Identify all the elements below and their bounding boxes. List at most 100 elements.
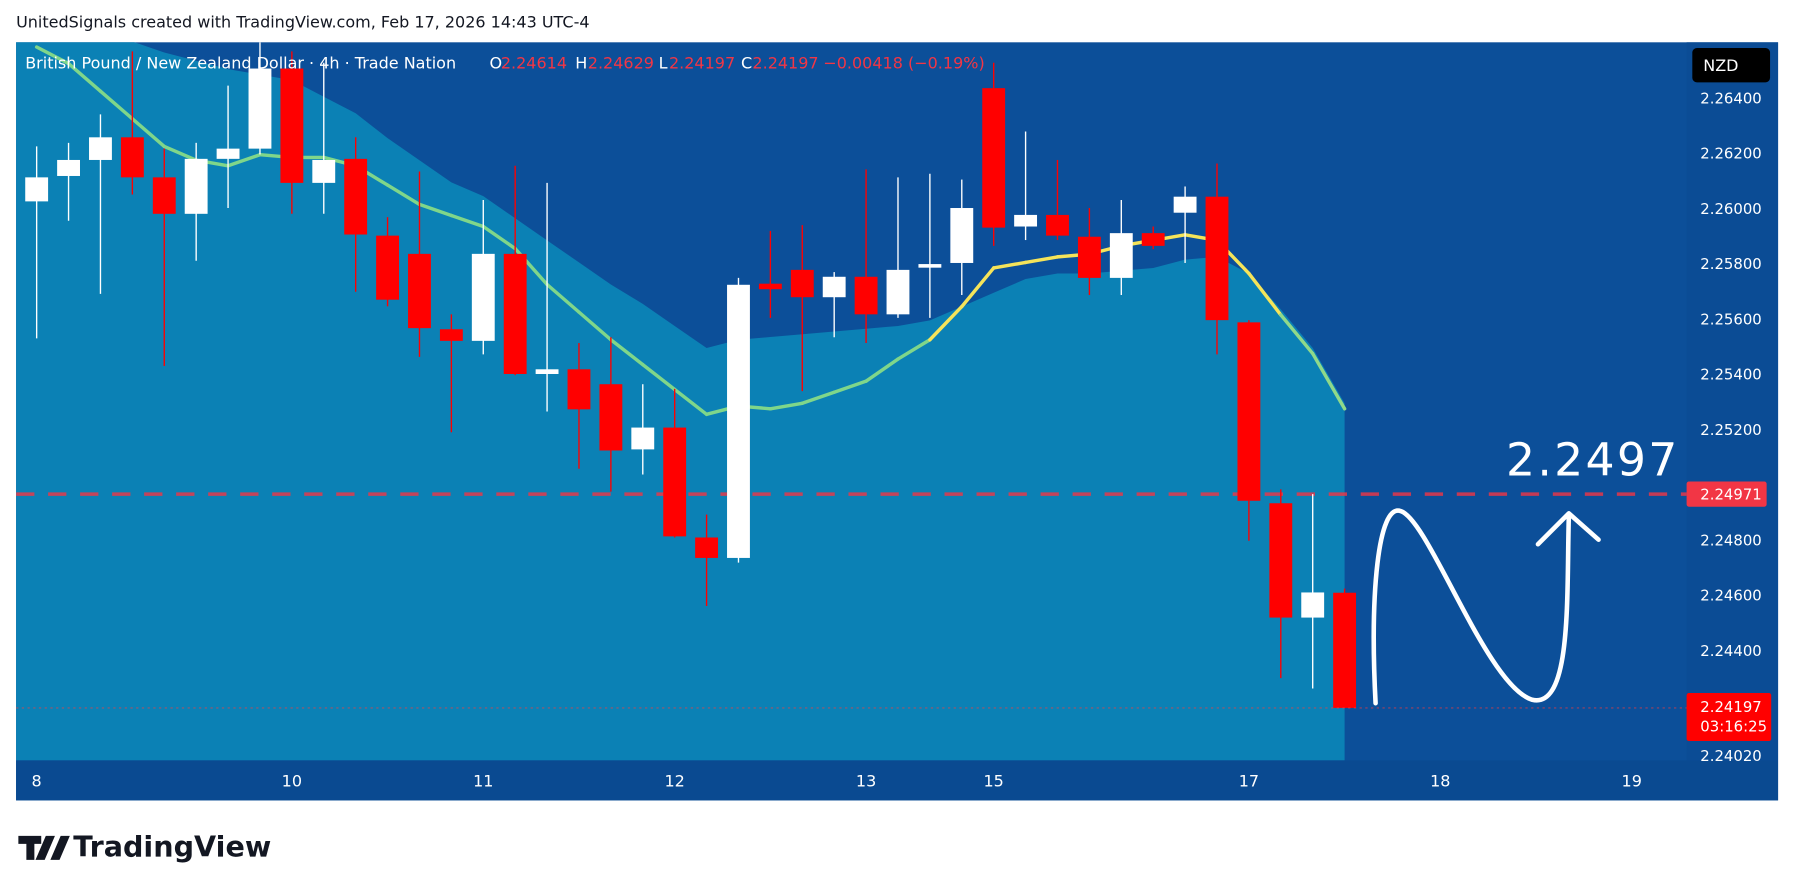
ma-line [545, 282, 581, 314]
price-axis [1686, 42, 1779, 761]
candle-body [631, 427, 655, 450]
currency-box[interactable] [1692, 48, 1771, 83]
candle-body [822, 276, 846, 298]
ma-line [896, 338, 932, 361]
candle-body [886, 269, 910, 315]
price-label: 2.24197 [1700, 698, 1761, 716]
ma-line [641, 362, 677, 392]
candle-body [1173, 196, 1197, 213]
currency[interactable]: NZD [1703, 56, 1738, 75]
ma-line [991, 260, 1028, 270]
ohlc-label: C [741, 54, 752, 73]
candle-body [1301, 592, 1325, 618]
brand-logo [18, 835, 70, 860]
y-tick-label: 2.25200 [1700, 421, 1761, 439]
x-tick-label: 11 [473, 772, 493, 791]
candle-body [854, 276, 878, 315]
candle-body [57, 159, 80, 176]
x-tick-label: 10 [282, 772, 302, 791]
ma-line [960, 266, 996, 309]
candle-body [1077, 236, 1101, 278]
y-tick-label: 2.26400 [1700, 89, 1761, 107]
ohlc-value: 2.24614 [501, 54, 567, 73]
annotation: 2.2497 [1506, 434, 1680, 487]
y-tick-label: 2.25400 [1700, 366, 1761, 384]
candle-body [663, 427, 687, 537]
x-tick-label: 8 [32, 772, 42, 791]
candle-body [471, 253, 495, 341]
y-tick-label: 2.25800 [1700, 255, 1761, 273]
ohlc-label: L [659, 54, 668, 73]
y-tick-label: 2.24400 [1700, 642, 1761, 660]
ma-line [928, 304, 964, 342]
symbol: British Pound / New Zealand Dollar · 4h … [25, 54, 456, 73]
x-tick-label: 19 [1622, 772, 1642, 791]
ma-line [609, 338, 645, 367]
candle-body [727, 284, 750, 558]
x-tick-label: 17 [1239, 772, 1259, 791]
ma-line [1279, 313, 1315, 356]
ohlc-value: 2.24197 [669, 54, 735, 73]
ma-line [449, 213, 485, 229]
ma-line [226, 152, 262, 168]
ma-line [1023, 255, 1060, 265]
price-label-box [1686, 693, 1772, 742]
ma-line [1247, 271, 1283, 317]
candle-body [535, 369, 559, 374]
candle-body [312, 159, 336, 183]
countdown: 03:16:25 [1700, 717, 1767, 735]
ma-line [385, 183, 422, 207]
candle-body [1109, 233, 1133, 278]
candle-body [695, 537, 719, 558]
candle-body [1237, 322, 1261, 501]
x-tick-label: 15 [984, 772, 1004, 791]
ma-line [672, 387, 709, 417]
candle-body [1141, 233, 1165, 246]
candle-body [503, 253, 527, 374]
x-tick-label: 12 [664, 772, 684, 791]
x-tick-label: 18 [1430, 772, 1450, 791]
candle-body [790, 269, 814, 298]
candle-body [1333, 592, 1357, 708]
ma-line [66, 61, 103, 93]
y-tick-label: 2.25600 [1700, 310, 1761, 328]
ma-line [800, 390, 836, 405]
x-tick-label: 13 [856, 772, 876, 791]
ma-line [832, 379, 868, 394]
ma-line [162, 144, 198, 162]
time-axis [16, 760, 1779, 801]
forecast-arrow [1371, 508, 1601, 706]
ma-line [417, 202, 454, 218]
candle-body [950, 208, 974, 263]
candle-body [1014, 214, 1038, 227]
candle-body [599, 384, 623, 451]
ohlc-label: O [489, 54, 502, 73]
candle-body [184, 158, 208, 214]
candle-body [248, 68, 272, 149]
ohlc-value: 2.24629 [588, 54, 654, 73]
candle-body [758, 283, 782, 290]
candle-body [408, 253, 431, 329]
candle-body [344, 158, 368, 235]
brand: TradingView [73, 829, 271, 863]
ma-line [481, 224, 517, 251]
ma-line [864, 357, 900, 383]
plot [16, 42, 1687, 761]
candle-body [25, 177, 49, 202]
candle-body [1269, 503, 1293, 618]
candle-body [1046, 214, 1069, 236]
y-tick-label: 2.24800 [1700, 531, 1761, 549]
candle-body [1205, 196, 1229, 321]
candle-body [120, 137, 144, 178]
header: UnitedSignals created with TradingView.c… [16, 12, 589, 31]
candle-body [280, 68, 304, 183]
candle-body [439, 329, 463, 341]
candle-body [918, 264, 942, 268]
candle-body [567, 369, 591, 410]
ma-line [98, 89, 135, 121]
y-tick-label: 2.24020 [1700, 747, 1761, 765]
ma-line [1310, 351, 1347, 411]
change: −0.00418 (−0.19%) [823, 54, 984, 73]
